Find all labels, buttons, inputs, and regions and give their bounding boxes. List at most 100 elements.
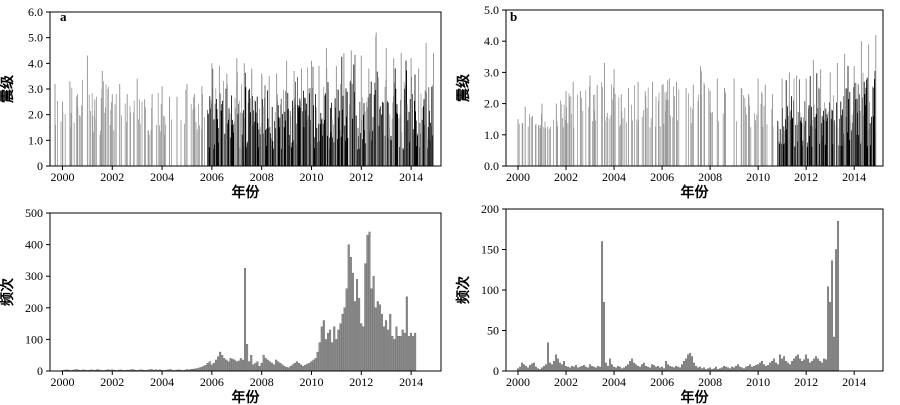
frequency-bar xyxy=(629,361,631,372)
frequency-bar xyxy=(563,361,565,372)
frequency-bar xyxy=(827,286,830,372)
frequency-bar xyxy=(227,361,230,372)
frequency-bar xyxy=(657,365,659,372)
frequency-bar xyxy=(753,365,756,372)
frequency-bar xyxy=(607,365,609,372)
frequency-bar xyxy=(300,364,303,372)
frequency-bar xyxy=(801,361,804,372)
frequency-bar xyxy=(737,364,740,372)
frequency-bar xyxy=(549,362,551,372)
frequency-bar xyxy=(771,361,774,372)
frequency-bar xyxy=(641,364,643,372)
frequency-bar xyxy=(751,366,754,372)
y-tick-label: 100 xyxy=(25,332,43,346)
frequency-bar xyxy=(681,364,684,372)
frequency-bar xyxy=(589,364,591,372)
panel-label-b: b xyxy=(510,9,517,24)
y-tick-label: 1.0 xyxy=(28,133,43,147)
frequency-bar xyxy=(208,361,211,372)
frequency-bar xyxy=(308,362,311,372)
x-tick-label: 2002 xyxy=(100,375,124,389)
frequency-bar xyxy=(337,329,340,372)
frequency-bar xyxy=(627,364,629,372)
frequency-bar xyxy=(385,320,388,372)
x-tick-label: 2004 xyxy=(602,170,626,184)
y-tick-label: 400 xyxy=(25,238,43,252)
frequency-bar xyxy=(561,364,563,372)
frequency-bar xyxy=(291,364,294,372)
frequency-bar xyxy=(781,358,784,372)
frequency-bar xyxy=(601,241,603,372)
frequency-bar xyxy=(689,353,692,372)
frequency-bar xyxy=(349,257,352,372)
x-tick-label: 2008 xyxy=(698,170,722,184)
frequency-bar xyxy=(266,359,269,372)
frequency-bar xyxy=(304,365,307,372)
frequency-bar xyxy=(747,365,750,372)
y-tick-label: 50 xyxy=(487,324,499,338)
frequency-bar xyxy=(585,366,587,372)
frequency-bar xyxy=(591,365,593,372)
frequency-bar xyxy=(767,365,770,372)
frequency-bar xyxy=(645,365,647,372)
frequency-bar xyxy=(393,339,396,372)
chart-panel-d: 0 50 100 150 200 2000 2002 2004 2006 2008 2010 2012… xyxy=(455,202,884,405)
frequency-bar xyxy=(254,362,257,372)
x-tick-label: 2002 xyxy=(554,170,578,184)
frequency-bar xyxy=(731,366,734,372)
frequency-bar xyxy=(237,360,240,372)
x-tick-label: 2014 xyxy=(399,375,423,389)
x-tick-label: 2000 xyxy=(50,170,74,184)
frequency-bar xyxy=(805,354,808,372)
frequency-bar xyxy=(214,359,217,372)
frequency-bar xyxy=(519,366,521,372)
x-tick-label: 2010 xyxy=(746,170,770,184)
frequency-bar xyxy=(324,339,327,372)
frequency-bar xyxy=(823,358,826,372)
frequency-bar xyxy=(219,351,222,372)
x-tick-label: 2006 xyxy=(200,170,224,184)
frequency-bar xyxy=(761,361,764,372)
frequency-bar xyxy=(547,342,549,372)
frequency-bar xyxy=(362,326,365,372)
frequency-bar xyxy=(599,366,601,372)
frequency-bar xyxy=(691,356,694,372)
chart-panel-b: 0.0 1.0 2.0 3.0 4.0 5.0 2000 2002 2004 2006 2008 20… xyxy=(455,3,884,201)
frequency-bar xyxy=(374,307,377,372)
frequency-bar xyxy=(633,362,635,372)
frequency-bar xyxy=(813,358,816,372)
frequency-bar xyxy=(811,361,814,372)
frequency-bar xyxy=(803,359,806,372)
frequency-bar xyxy=(241,359,244,372)
x-tick-label: 2004 xyxy=(602,375,626,389)
frequency-bar xyxy=(609,358,611,372)
frequency-bar xyxy=(229,358,232,372)
frequency-bar xyxy=(565,365,567,372)
y-tick-label: 300 xyxy=(25,269,43,283)
frequency-bar xyxy=(331,342,334,372)
frequency-bar xyxy=(831,260,834,372)
frequency-bar xyxy=(399,336,402,372)
frequency-bar xyxy=(631,358,633,372)
frequency-bar xyxy=(322,320,325,372)
frequency-bar xyxy=(329,329,332,372)
frequency-bar xyxy=(749,364,752,372)
x-tick-label: 2014 xyxy=(842,375,866,389)
frequency-bar xyxy=(320,326,323,372)
frequency-bar xyxy=(335,339,338,372)
frequency-bar xyxy=(529,365,531,372)
frequency-bar xyxy=(825,359,828,372)
frequency-bar xyxy=(306,363,309,372)
frequency-bar xyxy=(235,361,238,372)
frequency-bar xyxy=(376,301,379,372)
frequency-bar xyxy=(775,362,778,372)
frequency-bar xyxy=(277,361,280,372)
frequency-bar xyxy=(525,365,527,372)
frequency-bar xyxy=(258,366,261,372)
y-tick-label: 0.0 xyxy=(484,159,499,173)
frequency-bar xyxy=(809,362,812,372)
frequency-bar xyxy=(383,326,386,372)
x-tick-label: 2006 xyxy=(650,375,674,389)
frequency-bar xyxy=(407,336,410,372)
x-tick-label: 2010 xyxy=(746,375,770,389)
